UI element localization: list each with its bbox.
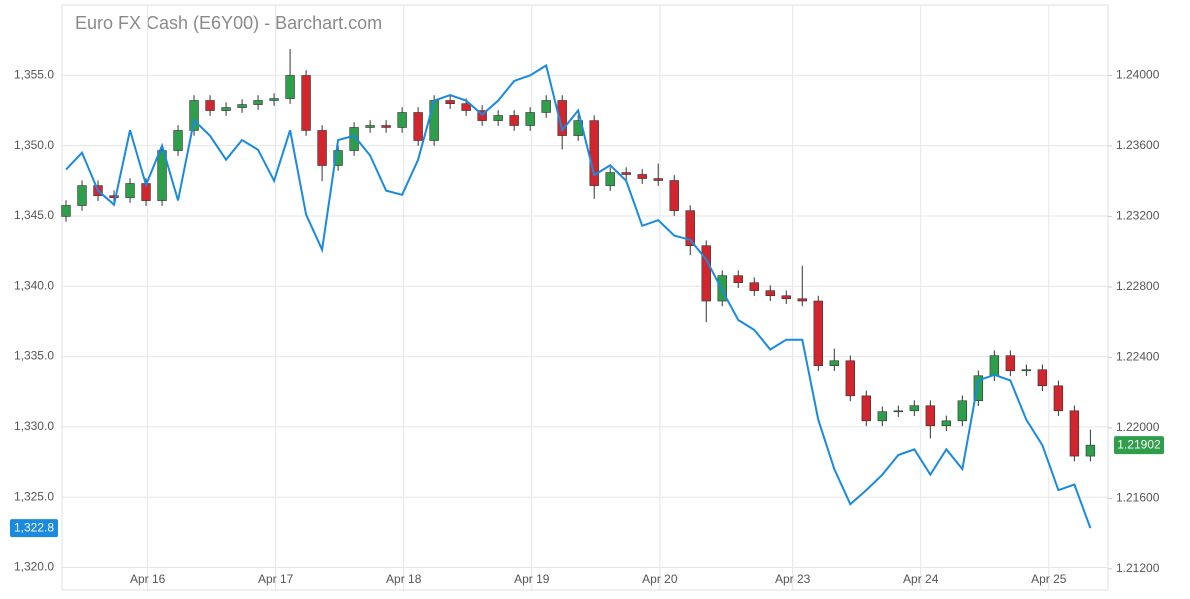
candle-body (797, 298, 807, 302)
candle-body (749, 282, 759, 291)
candle-body (605, 172, 615, 186)
x-tick-label: Apr 23 (775, 572, 811, 586)
candle-body (173, 130, 183, 151)
y-tick-label: 1,330.0 (14, 419, 54, 433)
candle-body (781, 295, 791, 300)
y-tick-label: 1,325.0 (14, 489, 54, 503)
y-tick-label: 1,345.0 (14, 208, 54, 222)
plot-area (61, 4, 1109, 591)
y-tick-label: 1,350.0 (14, 138, 54, 152)
y2-tick-label: 1.21600 (1116, 491, 1160, 505)
candle-body (941, 420, 952, 427)
candle-body (253, 100, 263, 105)
x-tick-label: Apr 18 (386, 572, 422, 586)
candle-body (445, 100, 455, 104)
candle-body (189, 100, 199, 131)
candle-body (685, 210, 695, 246)
candle-body (877, 411, 888, 422)
y-tick-label: 1,340.0 (14, 278, 54, 292)
candle-body (669, 180, 679, 211)
candle-body (333, 150, 343, 166)
candle-body (349, 127, 359, 151)
candle-body (413, 112, 423, 141)
candle-body (317, 130, 327, 166)
y2-tick-label: 1.21200 (1116, 561, 1160, 575)
candle-body (861, 395, 872, 422)
candle-body (429, 100, 439, 141)
y2-tick-label: 1.23200 (1116, 209, 1160, 223)
candle-body (893, 410, 904, 413)
candle-body (829, 360, 839, 366)
candle-body (1053, 385, 1064, 412)
candle-body (1085, 444, 1096, 457)
candle-body (957, 400, 968, 422)
candle-body (125, 183, 135, 198)
candle-body (109, 195, 119, 198)
last-value-badge (10, 519, 58, 538)
candle-body (1069, 410, 1080, 457)
candle-body (493, 115, 503, 121)
candle-body (973, 375, 984, 402)
candle-body (653, 178, 663, 181)
candle-body (621, 172, 631, 175)
price-line (65, 63, 1092, 529)
candle-body (461, 103, 471, 111)
candle-body (989, 355, 1000, 377)
x-tick-label: Apr 20 (642, 572, 678, 586)
candle-body (1037, 369, 1048, 387)
last-value-label: 1.21902 (1117, 437, 1161, 451)
candle-body (925, 405, 936, 427)
candle-body (301, 75, 311, 131)
y2-tick-label: 1.22800 (1116, 279, 1160, 293)
y2-tick-label: 1.23600 (1116, 138, 1160, 152)
candle-body (397, 112, 407, 128)
candle-body (157, 150, 167, 201)
candle-body (909, 405, 920, 412)
x-tick-label: Apr 17 (258, 572, 294, 586)
candle-body (221, 107, 231, 111)
x-tick-label: Apr 19 (514, 572, 550, 586)
candle-body (557, 100, 567, 136)
candle-body (765, 290, 775, 297)
candle-body (541, 100, 551, 113)
y-tick-label: 1,320.0 (14, 560, 54, 574)
y2-tick-label: 1.22400 (1116, 350, 1160, 364)
candle-body (381, 125, 391, 128)
chart-title: Euro FX Cash (E6Y00) - Barchart.com (75, 13, 382, 33)
candle-body (365, 125, 375, 128)
y-tick-label: 1,335.0 (14, 349, 54, 363)
candle-body (509, 115, 519, 126)
candle-body (733, 275, 743, 283)
x-tick-label: Apr 24 (903, 572, 939, 586)
candle-body (285, 75, 295, 99)
candle-body (637, 174, 647, 179)
candle-body (61, 205, 71, 217)
x-tick-label: Apr 16 (130, 572, 166, 586)
y2-tick-label: 1.24000 (1116, 68, 1160, 82)
candle-body (269, 98, 279, 101)
candle-body (525, 112, 535, 126)
candle-body (237, 104, 247, 108)
last-value-label: 1,322.8 (14, 520, 54, 534)
last-value-badge (1114, 436, 1164, 455)
candle-body (845, 360, 856, 397)
x-tick-label: Apr 25 (1031, 572, 1067, 586)
candle-body (205, 100, 215, 111)
candle-body (701, 245, 711, 302)
candle-body (1021, 369, 1032, 372)
y2-tick-label: 1.22000 (1116, 420, 1160, 434)
candle-body (813, 300, 823, 366)
candle-body (77, 185, 87, 206)
y-tick-label: 1,355.0 (14, 67, 54, 81)
candle-body (1005, 355, 1016, 372)
candle-body (589, 120, 599, 186)
